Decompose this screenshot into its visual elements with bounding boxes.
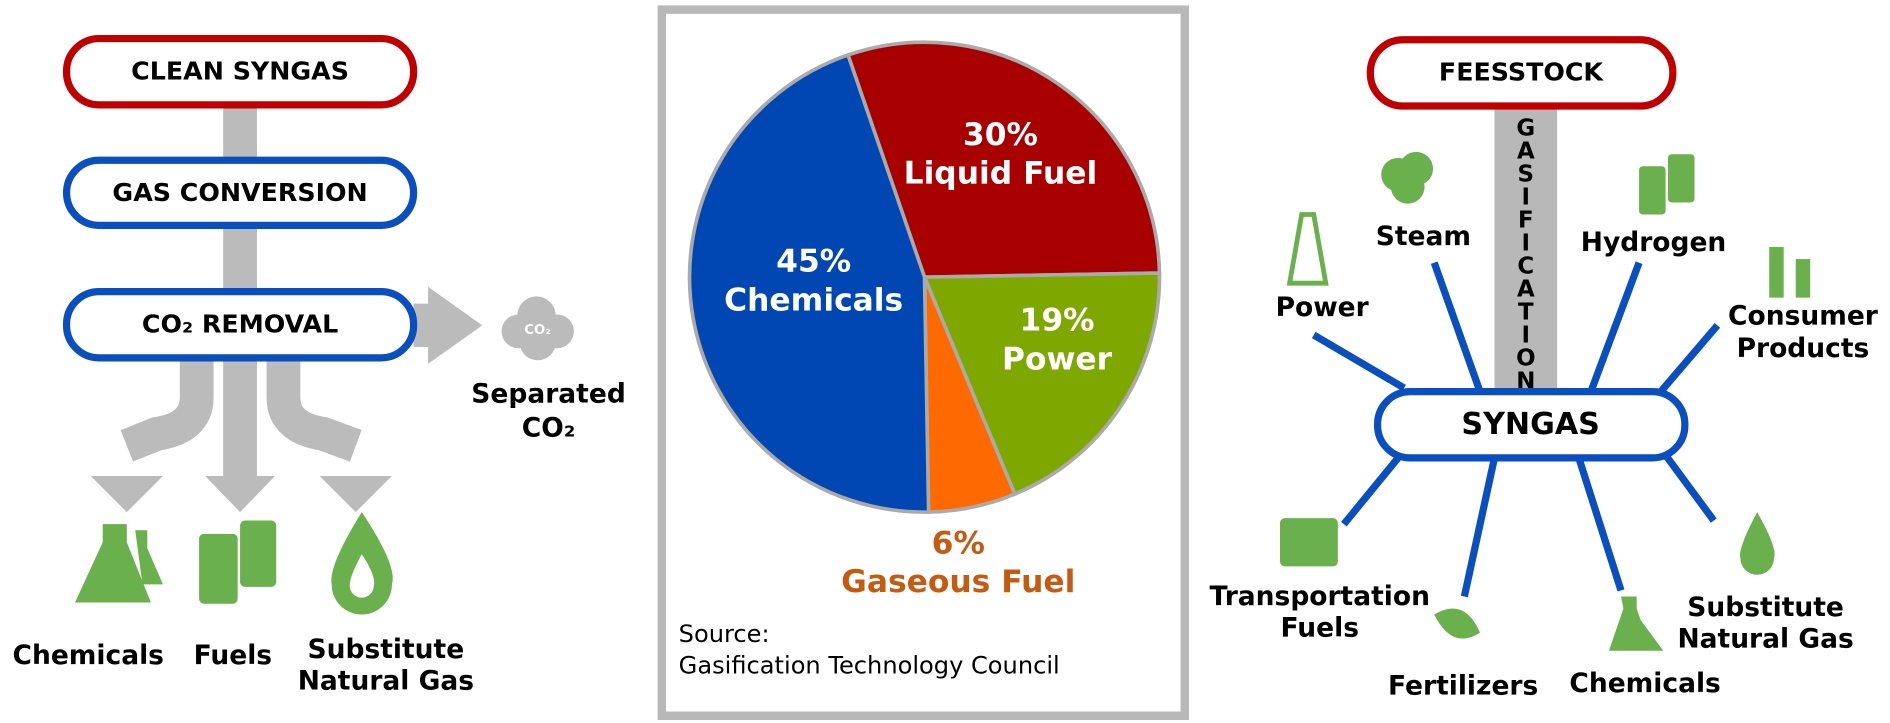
- arrow-heads: [90, 286, 483, 513]
- icons: [1279, 151, 1811, 651]
- connector: [1494, 106, 1558, 396]
- source: Source:: [679, 620, 770, 648]
- source: Gasification Technology Council: [679, 651, 1060, 679]
- node: [62, 287, 418, 362]
- node-label: GAS CONVERSION: [112, 178, 367, 207]
- spoke: [1587, 261, 1643, 393]
- hub: [1373, 388, 1689, 462]
- spoke: [1341, 455, 1401, 527]
- spoke: [1460, 457, 1499, 598]
- category-label: Liquid Fuel: [904, 156, 1098, 192]
- product-label: Transportation: [1210, 581, 1430, 612]
- output-label: Fuels: [194, 640, 272, 671]
- node-label: FEESSTOCK: [1439, 58, 1604, 87]
- value-label: 30%: [963, 117, 1038, 153]
- value-label: 19%: [1020, 303, 1095, 339]
- spoke: [1311, 331, 1406, 392]
- cloud-icon: [501, 296, 574, 361]
- node-label: CLEAN SYNGAS: [131, 56, 349, 85]
- hub-label: SYNGAS: [1461, 407, 1599, 442]
- pie-slice: [845, 40, 1162, 279]
- product-label: Steam: [1376, 221, 1471, 252]
- product-label: Products: [1737, 333, 1870, 364]
- output-label: Substitute: [308, 634, 465, 665]
- drop-icon-inner: [349, 554, 375, 598]
- pie-slice: [921, 271, 1162, 497]
- product-label: Fuels: [1281, 613, 1359, 644]
- output-label: Natural Gas: [298, 666, 474, 697]
- right-hub: GASIFICATION FEESSTOCK SYNGAS Power Stea…: [1210, 36, 1878, 701]
- node: [62, 156, 418, 229]
- pie-slice: [687, 52, 931, 514]
- byproduct-label: CO₂: [522, 412, 576, 443]
- product-label: Power: [1276, 292, 1369, 323]
- value-label: 45%: [776, 244, 851, 280]
- left-flow: CLEAN SYNGAS GAS CONVERSION CO₂ REMOVAL …: [13, 34, 626, 697]
- spoke: [1575, 456, 1625, 592]
- product-label: Consumer: [1728, 300, 1878, 331]
- output-label: Chemicals: [13, 640, 164, 671]
- product-label: Natural Gas: [1677, 623, 1853, 654]
- spoke: [1660, 449, 1717, 523]
- product-label: Substitute: [1687, 592, 1844, 623]
- product-label: Hydrogen: [1581, 227, 1727, 258]
- product-label: Chemicals: [1569, 668, 1720, 699]
- byproduct-label: Separated: [471, 379, 625, 410]
- barrel-icon: [199, 520, 277, 604]
- flow-arrows: [120, 357, 362, 482]
- cloud-label: CO₂: [524, 323, 551, 338]
- process-label: GASIFICATION: [1513, 116, 1539, 392]
- flask-icon: [74, 524, 163, 603]
- node: [62, 34, 418, 109]
- value-label: 6%: [932, 526, 985, 562]
- category-label: Power: [1002, 341, 1113, 377]
- spoke: [1430, 261, 1484, 393]
- pie: 30%Liquid Fuel 19%Power 6%Gaseous Fuel 45%C…: [687, 40, 1162, 600]
- spoke: [1658, 323, 1721, 394]
- node: [1366, 36, 1677, 110]
- node-label: CO₂ REMOVAL: [142, 309, 338, 338]
- category-label: Chemicals: [724, 282, 903, 318]
- product-label: Fertilizers: [1388, 670, 1538, 701]
- category-label: Gaseous Fuel: [841, 564, 1075, 600]
